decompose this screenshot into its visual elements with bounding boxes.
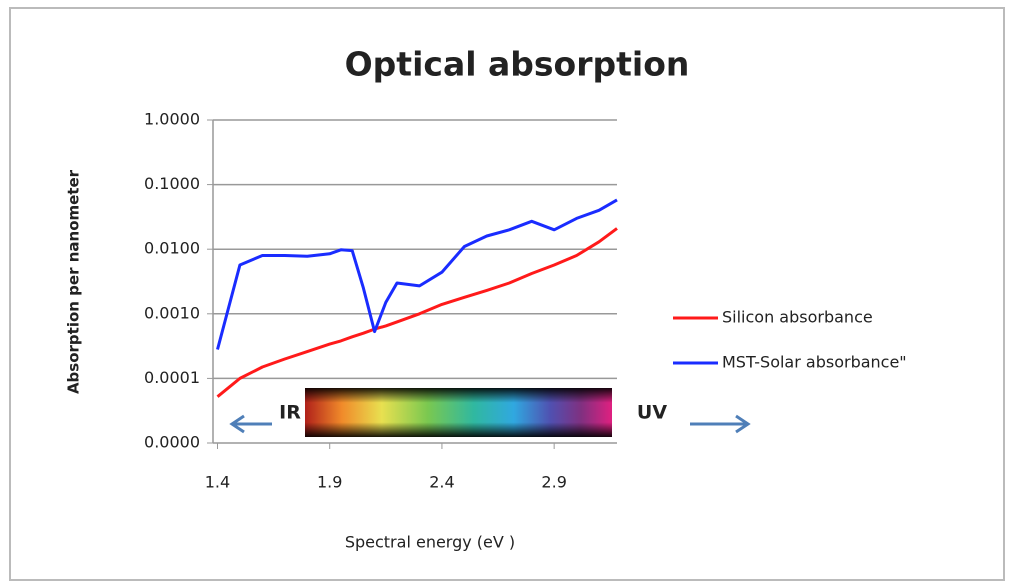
x-tick-label: 1.9 bbox=[317, 473, 342, 492]
y-tick-label: 0.0100 bbox=[144, 239, 200, 258]
annotation-uv: UV bbox=[637, 402, 667, 424]
x-tick-label: 2.9 bbox=[541, 473, 566, 492]
frame bbox=[9, 7, 1005, 581]
legend-label: MST-Solar absorbance" bbox=[722, 353, 907, 372]
y-tick-label: 1.0000 bbox=[144, 110, 200, 129]
line-series bbox=[216, 198, 618, 350]
legend-label: Silicon absorbance bbox=[722, 308, 873, 327]
y-axis-label: Absorption per nanometer bbox=[65, 169, 83, 394]
y-tick-label: 0.0010 bbox=[144, 303, 200, 322]
y-tick-label: 0.1000 bbox=[144, 174, 200, 193]
x-tick-label: 1.4 bbox=[205, 473, 230, 492]
y-tick-label: 0.0000 bbox=[144, 433, 200, 452]
annotation-ir: IR bbox=[279, 402, 301, 424]
arrows bbox=[229, 414, 751, 434]
y-tick-label: 0.0001 bbox=[144, 368, 200, 387]
line-series bbox=[216, 227, 618, 398]
spectrum-shade bbox=[305, 388, 612, 437]
chart-title: Optical absorption bbox=[345, 45, 690, 84]
x-axis-label: Spectral energy (eV ) bbox=[345, 533, 515, 552]
x-tick-label: 2.4 bbox=[429, 473, 454, 492]
